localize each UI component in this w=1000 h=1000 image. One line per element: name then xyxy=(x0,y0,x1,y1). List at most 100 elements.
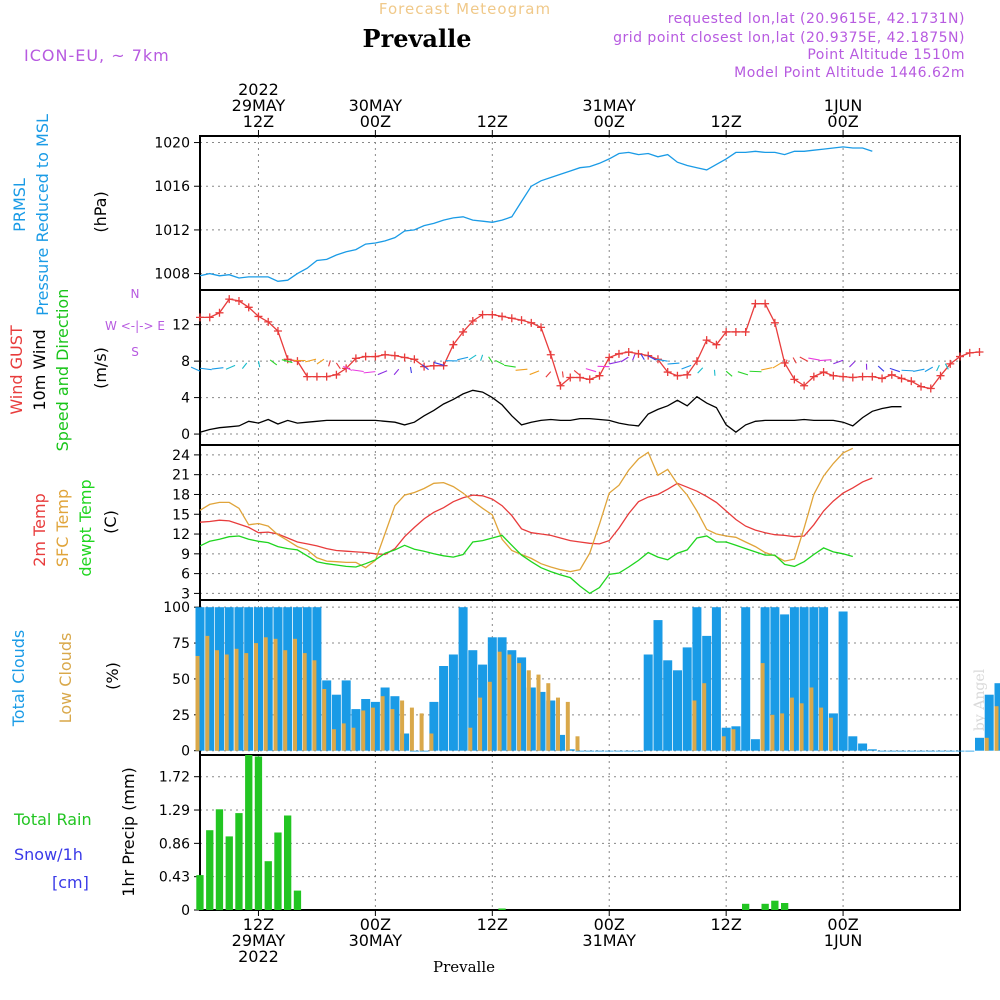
total-cloud-bar xyxy=(682,647,692,751)
total-cloud-bar xyxy=(263,607,273,751)
gust-marker xyxy=(556,381,565,390)
total-cloud-bar xyxy=(409,750,419,752)
wind-speed-direction-label: Speed and Direction xyxy=(53,289,72,452)
chart-subtitle: Forecast Meteogram xyxy=(379,0,551,18)
wind-direction-arrow xyxy=(913,368,925,372)
gust-marker xyxy=(887,370,896,379)
time-label-bottom: 00Z xyxy=(360,915,391,934)
total-cloud-bar xyxy=(351,709,361,751)
total-cloud-bar xyxy=(575,750,585,752)
gust-marker xyxy=(322,372,331,381)
total-cloud-bar xyxy=(419,750,429,752)
time-label-top: 30MAY xyxy=(349,96,403,115)
total-rain-label: Total Rain xyxy=(13,810,92,829)
total-cloud-bar xyxy=(370,701,380,751)
gust-marker xyxy=(956,352,964,361)
wind-direction-arrow xyxy=(640,353,645,360)
wind-direction-arrow xyxy=(468,354,477,361)
low-cloud-bar xyxy=(215,650,219,751)
gust-marker xyxy=(283,355,292,364)
gust-marker xyxy=(917,382,926,391)
low-cloud-bar xyxy=(731,729,736,751)
precip-bar xyxy=(196,875,204,910)
wind-direction-arrow xyxy=(681,364,692,370)
wind-direction-arrow xyxy=(647,355,657,361)
wind-10m-label: 10m Wind xyxy=(30,329,49,410)
precip-bar xyxy=(742,903,750,910)
total-cloud-bar xyxy=(390,696,400,751)
gust-marker xyxy=(683,370,692,379)
low-cloud-bar xyxy=(828,717,833,751)
y-tick-label: 25 xyxy=(172,708,190,724)
gust-marker xyxy=(371,352,380,361)
wind-direction-arrow xyxy=(529,370,540,376)
gust-marker xyxy=(507,314,516,323)
total-cloud-bar xyxy=(302,607,312,751)
low-cloud-bar xyxy=(692,700,697,751)
gust-marker xyxy=(800,381,809,390)
gust-marker xyxy=(312,372,321,381)
cloud-unit: (%) xyxy=(103,662,122,690)
total-cloud-bar xyxy=(634,750,643,752)
low-cloud-bar xyxy=(721,736,726,751)
low-cloud-bar xyxy=(575,736,580,751)
gust-marker xyxy=(819,368,828,377)
total-cloud-bar xyxy=(195,607,205,751)
total-cloud-bar xyxy=(867,749,877,751)
precip-bar xyxy=(245,755,253,910)
wind-direction-arrow xyxy=(889,367,901,373)
gust-marker xyxy=(517,316,526,325)
total-cloud-bar xyxy=(624,750,634,752)
time-label-bottom: 30MAY xyxy=(349,931,403,950)
time-label-top: 00Z xyxy=(360,112,391,131)
time-label-top: 12Z xyxy=(477,112,508,131)
y-tick-label: 0 xyxy=(181,744,190,760)
gust-marker xyxy=(351,354,360,363)
y-tick-label: 1020 xyxy=(154,136,190,152)
total-cloud-bar xyxy=(254,607,263,751)
time-label-bottom: 00Z xyxy=(827,915,858,934)
total-cloud-bar xyxy=(380,687,390,751)
time-label-bottom: 29MAY xyxy=(232,931,286,950)
wind-direction-arrow xyxy=(799,356,809,362)
time-label-bottom: 2022 xyxy=(238,947,279,966)
low-cloud-bar xyxy=(390,709,395,751)
wind-direction-arrow xyxy=(737,371,749,376)
wind-direction-arrow xyxy=(504,364,516,368)
wind-direction-arrow xyxy=(316,358,325,365)
total-cloud-bar xyxy=(458,607,468,751)
precip-bar xyxy=(264,861,272,910)
total-cloud-bar xyxy=(536,691,546,751)
gust-marker xyxy=(361,352,370,361)
y-tick-label: 18 xyxy=(172,487,190,503)
low-cloud-bar xyxy=(487,681,492,751)
total-cloud-bar xyxy=(517,657,527,751)
total-cloud-bar xyxy=(497,637,507,751)
time-label-bottom: 1JUN xyxy=(824,931,863,950)
low-cloud-bar xyxy=(341,723,346,751)
total-cloud-bar xyxy=(205,607,215,751)
gust-marker xyxy=(273,327,282,336)
time-label-bottom: 00Z xyxy=(594,915,625,934)
total-cloud-bar xyxy=(711,607,721,751)
wind-direction-arrow xyxy=(585,368,597,373)
gust-marker xyxy=(761,299,770,308)
gust-marker xyxy=(196,313,204,322)
wind-direction-arrow xyxy=(819,359,832,362)
total-cloud-bar xyxy=(234,607,244,751)
panel-frame xyxy=(199,754,961,911)
precip-bar xyxy=(225,836,233,910)
low-cloud-bar xyxy=(312,660,317,751)
compass-west-east: W <-|-> E xyxy=(105,319,165,333)
wind-direction-arrow xyxy=(924,366,934,373)
gust-marker xyxy=(809,372,818,381)
total-cloud-bar xyxy=(653,620,663,751)
gust-marker xyxy=(712,340,721,349)
chart-title: Prevalle xyxy=(363,24,472,53)
precip-bar xyxy=(215,809,224,911)
wind-direction-arrow xyxy=(335,362,341,369)
low-cloud-bar xyxy=(409,707,414,751)
compass-north: N xyxy=(131,287,140,301)
